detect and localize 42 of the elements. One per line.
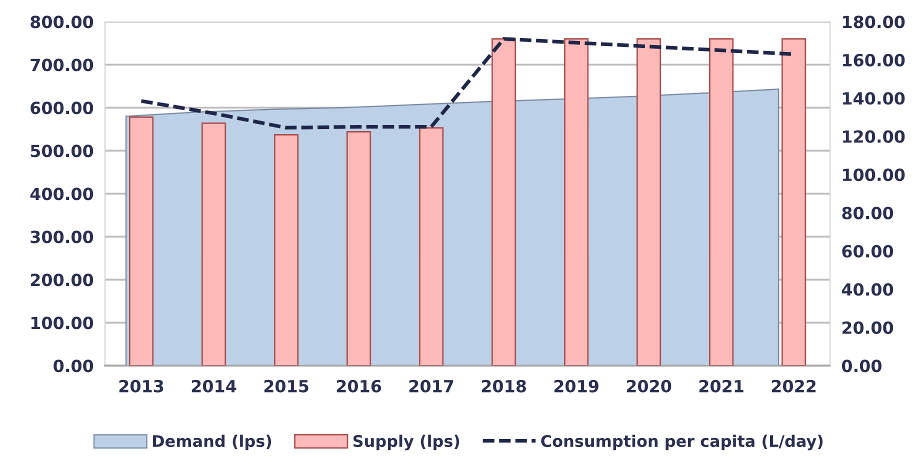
y-tick-label: 400.00	[30, 188, 94, 200]
y-tick-label: 500.00	[30, 144, 94, 158]
bar	[709, 38, 734, 366]
y2-tick-label: 180.00	[843, 16, 905, 28]
legend-label: Demand (lps)	[153, 434, 272, 450]
x-tick-label: 2014	[192, 380, 236, 392]
bar	[128, 116, 154, 366]
y2-tick-label: 60.00	[842, 244, 894, 258]
x-tick-label: 2020	[626, 380, 672, 392]
y2-tick-label: 80.00	[842, 206, 894, 220]
bar	[418, 127, 444, 366]
bar	[782, 38, 806, 366]
y2-tick-label: 20.00	[842, 321, 894, 334]
y2-tick-label: 100.00	[843, 168, 905, 182]
bar	[201, 122, 226, 366]
bar	[491, 38, 516, 366]
legend-label: Supply (lps)	[353, 434, 460, 450]
x-tick-label: 2018	[482, 380, 526, 392]
x-tick-label: 2017	[409, 380, 454, 392]
y2-tick-label: 120.00	[843, 130, 905, 143]
bar	[564, 38, 589, 366]
y-tick-label: 700.00	[30, 58, 94, 72]
y-tick-label: 600.00	[30, 102, 94, 114]
y2-tick-label: 160.00	[843, 54, 905, 66]
y-tick-label: 100.00	[31, 316, 94, 330]
bar	[274, 134, 299, 366]
x-tick-label: 2021	[699, 380, 744, 392]
y2-tick-label: 40.00	[842, 283, 894, 296]
bar	[346, 131, 372, 366]
y-tick-label: 800.00	[30, 16, 94, 28]
x-tick-label: 2019	[554, 380, 598, 392]
x-tick-label: 2016	[336, 380, 382, 392]
bar	[636, 38, 662, 366]
y-tick-label: 0.00	[54, 360, 94, 372]
x-tick-label: 2022	[772, 380, 816, 392]
legend-label: Consumption per capita (L/day)	[541, 434, 823, 450]
x-tick-label: 2013	[119, 380, 164, 392]
x-tick-label: 2015	[264, 380, 308, 392]
y2-tick-label: 0.00	[842, 360, 882, 372]
y-tick-label: 200.00	[30, 274, 94, 286]
y-tick-label: 300.00	[30, 230, 94, 244]
y2-tick-label: 140.00	[843, 92, 905, 105]
